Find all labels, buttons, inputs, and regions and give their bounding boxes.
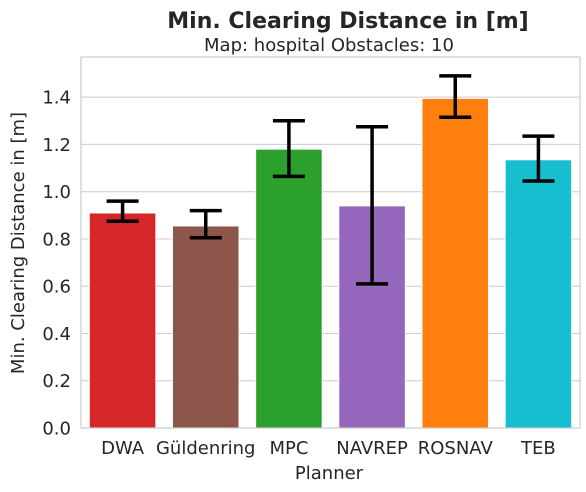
y-tick-label: 1.0 <box>42 182 71 203</box>
y-tick-label: 1.4 <box>42 88 71 109</box>
error-bar-dwa <box>106 199 139 223</box>
error-bar-navrep <box>356 124 389 286</box>
y-tick-label: 0.4 <box>42 324 71 345</box>
y-tick-label: 0.8 <box>42 229 71 250</box>
error-bar-güldenring <box>189 208 222 240</box>
bars-group <box>88 97 573 429</box>
y-axis-label: Min. Clearing Distance in [m] <box>8 112 29 374</box>
error-bar-teb <box>522 134 555 183</box>
x-tick-label: DWA <box>101 438 145 459</box>
chart-title: Min. Clearing Distance in [m] <box>167 9 528 34</box>
y-grid <box>81 96 580 429</box>
x-tick-label: Güldenring <box>156 438 256 459</box>
x-tick-labels: DWA Güldenring MPC NAVREP ROSNAV TEB <box>101 438 556 459</box>
bar-güldenring <box>171 225 240 429</box>
x-tick-label: NAVREP <box>336 438 408 459</box>
x-tick-label: TEB <box>520 438 556 459</box>
x-axis-label: Planner <box>295 463 364 484</box>
x-tick-label: MPC <box>269 438 308 459</box>
chart-subtitle: Map: hospital Obstacles: 10 <box>204 35 454 56</box>
x-tick-label: ROSNAV <box>418 438 494 459</box>
bar-dwa <box>88 212 157 429</box>
bar-mpc <box>255 148 323 429</box>
error-bars-group <box>106 74 555 286</box>
y-tick-label: 1.2 <box>42 135 71 156</box>
y-tick-labels: 0.0 0.2 0.4 0.6 0.8 1.0 1.2 1.4 <box>42 88 71 440</box>
y-tick-label: 0.0 <box>42 419 71 440</box>
bar-rosnav <box>421 97 490 429</box>
y-tick-label: 0.2 <box>42 371 71 392</box>
error-bar-mpc <box>272 119 305 179</box>
bar-teb <box>504 159 573 429</box>
y-tick-label: 0.6 <box>42 277 71 298</box>
error-bar-rosnav <box>439 74 472 120</box>
plot-frame <box>80 56 581 429</box>
